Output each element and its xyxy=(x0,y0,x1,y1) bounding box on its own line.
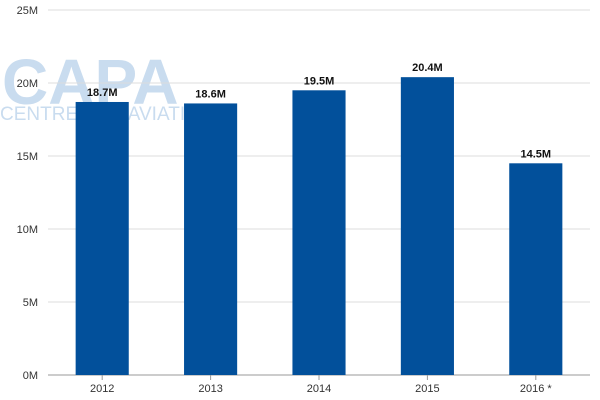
bars xyxy=(75,77,563,376)
data-label: 19.5M xyxy=(304,75,335,87)
bar xyxy=(184,103,238,375)
y-axis-ticks: 0M 5M 10M 15M 20M 25M xyxy=(17,5,38,382)
bar xyxy=(509,163,563,375)
y-tick-label: 20M xyxy=(17,78,38,90)
data-label: 18.6M xyxy=(195,88,226,100)
y-tick-label: 10M xyxy=(17,224,38,236)
data-labels: 18.7M 18.6M 19.5M 20.4M 14.5M xyxy=(87,62,551,160)
x-tick-label: 2013 xyxy=(198,383,222,395)
y-tick-label: 0M xyxy=(23,370,38,382)
x-tick-label: 2014 xyxy=(307,383,331,395)
data-label: 20.4M xyxy=(412,62,443,74)
bar xyxy=(400,77,454,375)
y-tick-label: 5M xyxy=(23,297,38,309)
data-label: 18.7M xyxy=(87,87,118,99)
x-tick-label: 2015 xyxy=(415,383,439,395)
x-tick-label: 2012 xyxy=(90,383,114,395)
data-label: 14.5M xyxy=(521,148,552,160)
y-tick-label: 15M xyxy=(17,151,38,163)
bar xyxy=(75,101,129,375)
x-tick-label: 2016 * xyxy=(520,383,553,395)
bar xyxy=(292,90,346,376)
y-tick-label: 25M xyxy=(17,5,38,17)
x-axis-ticks: 2012 2013 2014 2015 2016 * xyxy=(90,375,552,395)
